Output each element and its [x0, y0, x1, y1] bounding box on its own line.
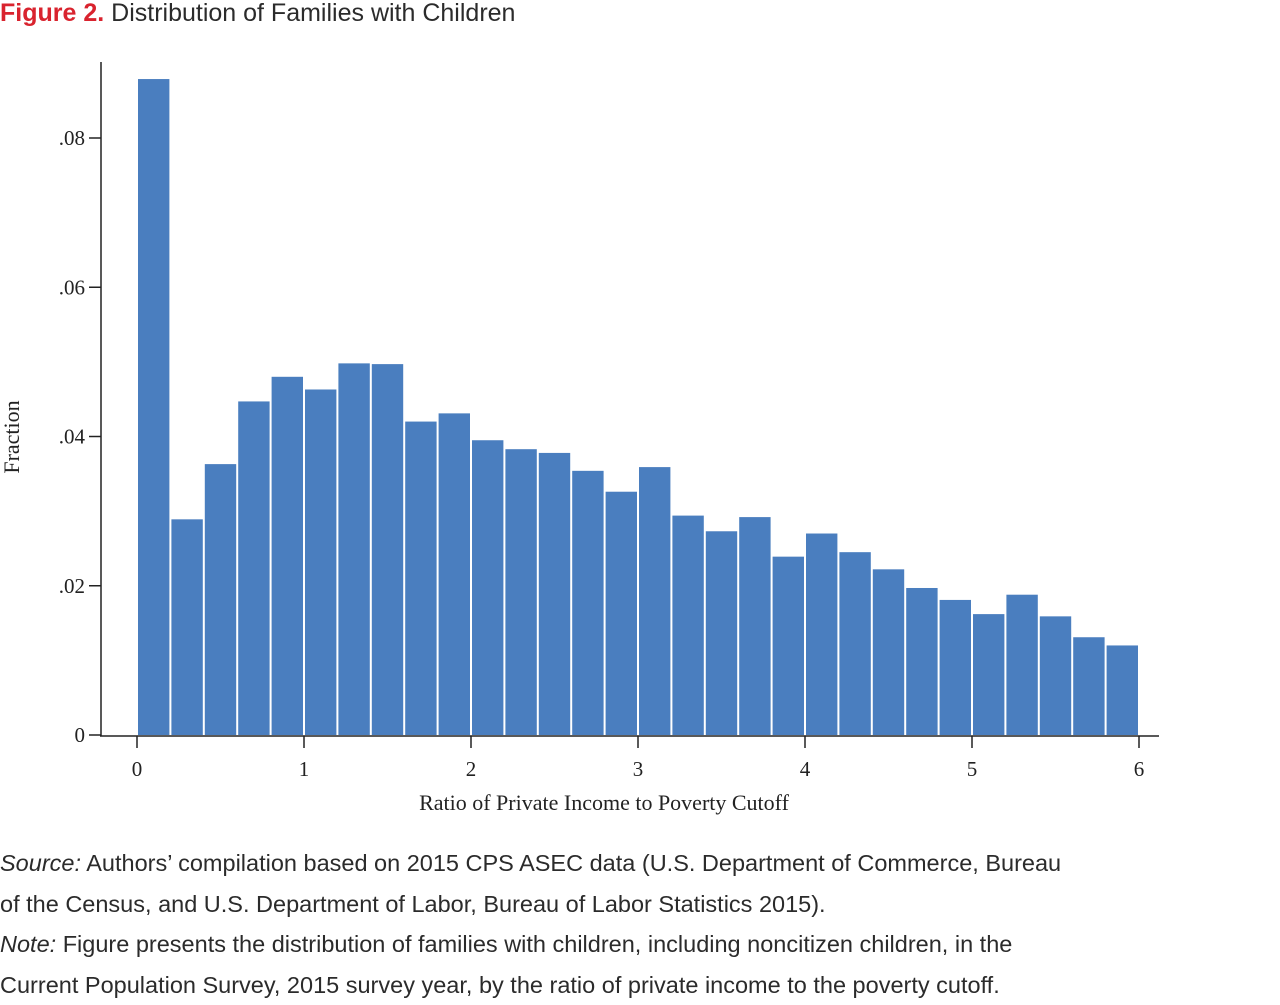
histogram-bar	[739, 517, 770, 735]
y-axis-title: Fraction	[0, 400, 24, 473]
figure-title: Distribution of Families with Children	[111, 0, 515, 27]
histogram-bar	[372, 364, 403, 735]
x-tick-label: 6	[1134, 757, 1145, 781]
histogram-bar	[439, 413, 470, 735]
histogram-bar	[606, 492, 637, 735]
histogram-bar	[839, 552, 870, 735]
histogram-bar	[472, 440, 503, 735]
histogram-bar	[572, 471, 603, 735]
histogram-bar	[171, 519, 202, 735]
figure-label: Figure 2.	[0, 0, 104, 27]
histogram-bar	[272, 377, 303, 735]
histogram-bar	[773, 557, 804, 735]
histogram-bar	[873, 569, 904, 735]
histogram-bar	[505, 449, 536, 735]
histogram-bar	[205, 464, 236, 735]
x-tick-label: 3	[633, 757, 644, 781]
histogram-bar	[405, 422, 436, 735]
histogram-bar	[539, 453, 570, 735]
x-axis-title: Ratio of Private Income to Poverty Cutof…	[419, 790, 790, 815]
y-tick-label: .02	[59, 574, 85, 598]
source-line-2: of the Census, and U.S. Department of La…	[0, 884, 1280, 925]
source-label: Source:	[0, 850, 81, 876]
note-text-1: Figure presents the distribution of fami…	[63, 931, 1013, 957]
source-text-1: Authors’ compilation based on 2015 CPS A…	[86, 850, 1061, 876]
x-tick-label: 4	[800, 757, 811, 781]
histogram-bar	[672, 516, 703, 735]
histogram-bar	[706, 531, 737, 735]
x-tick-label: 5	[967, 757, 978, 781]
bars-group	[138, 79, 1138, 735]
x-tick-label: 2	[466, 757, 477, 781]
histogram-bar	[940, 600, 971, 735]
histogram-bar	[639, 467, 670, 735]
histogram-bar	[338, 363, 369, 735]
note-line-1: Note: Figure presents the distribution o…	[0, 924, 1280, 965]
x-tick-label: 0	[132, 757, 143, 781]
note-line-2: Current Population Survey, 2015 survey y…	[0, 965, 1280, 1005]
histogram-bar	[1006, 595, 1037, 735]
histogram-bar	[806, 534, 837, 735]
note-label: Note:	[0, 931, 56, 957]
figure-heading: Figure 2. Distribution of Families with …	[0, 0, 515, 28]
histogram-bar	[138, 79, 169, 735]
y-tick-label: .08	[59, 126, 85, 150]
histogram-bar	[305, 389, 336, 735]
y-tick-label: .06	[59, 275, 85, 299]
histogram-bar	[1040, 616, 1071, 735]
source-line-1: Source: Authors’ compilation based on 20…	[0, 843, 1280, 884]
figure-notes: Source: Authors’ compilation based on 20…	[0, 843, 1280, 1005]
histogram-bar	[906, 588, 937, 735]
histogram-bar	[973, 614, 1004, 735]
histogram-chart: 0 .02 .04 .06 .08 0 1 2 3 4 5 6 Fraction Ratio of P…	[0, 40, 1280, 830]
source-text-2: of the Census, and U.S. Department of La…	[0, 891, 826, 917]
histogram-bar	[1073, 637, 1104, 735]
y-tick-label: 0	[75, 723, 86, 747]
x-tick-label: 1	[299, 757, 310, 781]
histogram-bar	[238, 401, 269, 735]
histogram-bar	[1107, 645, 1138, 735]
y-tick-label: .04	[59, 425, 86, 449]
note-text-2: Current Population Survey, 2015 survey y…	[0, 972, 1000, 998]
